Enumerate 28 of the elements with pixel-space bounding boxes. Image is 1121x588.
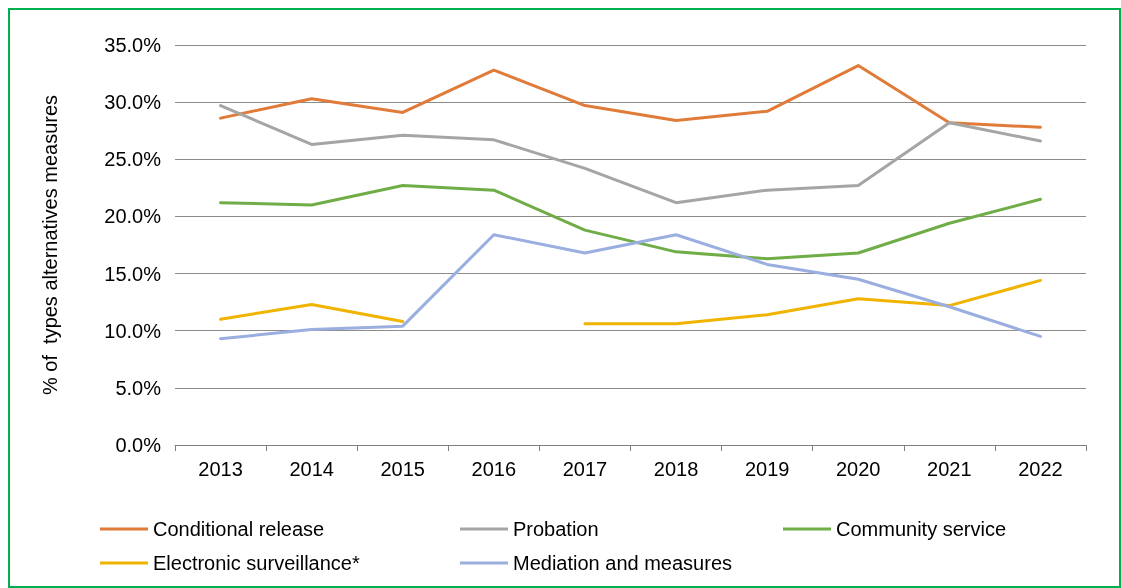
legend-label: Conditional release	[153, 518, 325, 540]
legend-label: Community service	[836, 518, 1007, 540]
x-tick-label: 2014	[289, 458, 334, 480]
legend-label: Probation	[513, 518, 599, 540]
y-tick-label: 25.0%	[104, 148, 162, 171]
x-tick-label: 2020	[836, 458, 881, 480]
y-tick-label: 0.0%	[115, 434, 162, 456]
x-tick-label: 2013	[198, 458, 243, 480]
x-tick-label: 2016	[471, 458, 517, 480]
x-tick-label: 2019	[744, 458, 790, 480]
y-tick-label: 15.0%	[104, 262, 162, 285]
y-tick-label: 10.0%	[104, 319, 162, 342]
x-tick-label: 2021	[927, 458, 972, 480]
line-series	[219, 184, 1042, 261]
line-series	[219, 64, 1042, 129]
y-tick-label: 20.0%	[104, 205, 162, 228]
x-tick-label: 2022	[1018, 458, 1063, 480]
legend-label: Mediation and measures	[513, 552, 733, 574]
line-series	[219, 104, 1042, 205]
y-axis-title: % of types alternatives measures	[39, 94, 61, 396]
line-series	[219, 233, 1042, 341]
y-tick-label: 35.0%	[104, 34, 162, 56]
x-tick-label: 2018	[653, 458, 699, 480]
y-tick-label: 5.0%	[115, 376, 162, 399]
legend-label: Electronic surveillance*	[153, 552, 360, 574]
y-tick-label: 30.0%	[104, 91, 162, 114]
x-tick-label: 2017	[562, 458, 608, 480]
x-tick-label: 2015	[380, 458, 425, 480]
